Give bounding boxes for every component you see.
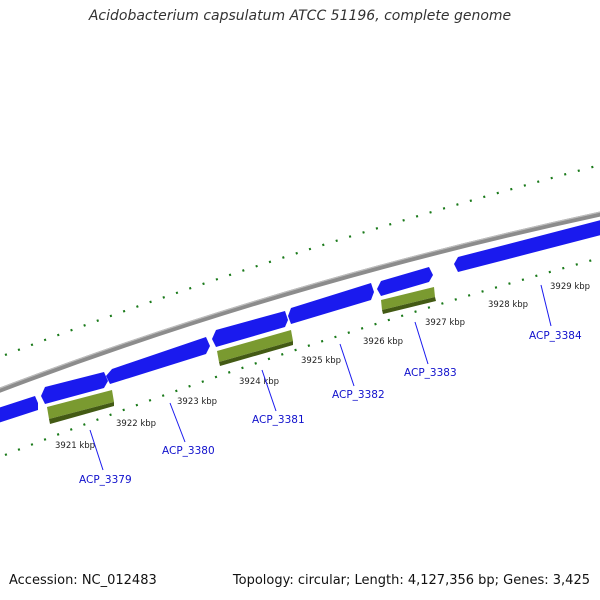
gene-feature[interactable] <box>381 287 435 310</box>
cds-track <box>0 219 600 423</box>
cds-feature[interactable] <box>41 372 108 404</box>
outer-ticks <box>4 163 600 357</box>
cds-feature[interactable] <box>377 267 433 296</box>
gene-feature[interactable] <box>217 330 293 362</box>
gene-feature[interactable] <box>47 390 114 419</box>
tick-labels: 3921 kbp 3922 kbp 3923 kbp 3924 kbp 3925… <box>55 282 590 451</box>
leader-line <box>339 343 355 387</box>
leader-line <box>89 429 104 471</box>
leader-line <box>261 369 277 412</box>
gene-track <box>47 287 436 424</box>
cds-feature[interactable] <box>454 219 600 272</box>
backbone-line <box>0 211 600 393</box>
tick-label: 3928 kbp <box>488 300 528 310</box>
gene-label[interactable]: ACP_3384 <box>529 330 582 342</box>
gene-label[interactable]: ACP_3381 <box>252 414 305 426</box>
gene-labels: ACP_3379 ACP_3380 ACP_3381 ACP_3382 ACP_… <box>79 330 582 486</box>
tick-label: 3923 kbp <box>177 397 217 407</box>
gene-label[interactable]: ACP_3380 <box>162 445 215 457</box>
gene-label[interactable]: ACP_3383 <box>404 367 457 379</box>
backbone <box>0 211 600 393</box>
tick-label: 3927 kbp <box>425 318 465 328</box>
gene-feature[interactable] <box>219 341 293 366</box>
map-title: Acidobacterium capsulatum ATCC 51196, co… <box>88 8 512 24</box>
gene-label[interactable]: ACP_3379 <box>79 474 132 486</box>
cds-feature[interactable] <box>106 337 210 384</box>
genome-summary-text: Topology: circular; Length: 4,127,356 bp… <box>232 573 590 588</box>
cds-feature[interactable] <box>0 396 38 423</box>
tick-label: 3929 kbp <box>550 282 590 292</box>
outer-tick-ring <box>4 163 600 357</box>
tick-label: 3921 kbp <box>55 441 95 451</box>
tick-label: 3926 kbp <box>363 337 403 347</box>
backbone-highlight <box>0 211 600 389</box>
leader-line <box>540 284 552 327</box>
accession-text: Accession: NC_012483 <box>9 573 157 588</box>
gene-label[interactable]: ACP_3382 <box>332 389 385 401</box>
cds-feature[interactable] <box>212 311 288 347</box>
gene-label-leaders <box>89 284 552 471</box>
tick-label: 3924 kbp <box>239 377 279 387</box>
tick-label: 3922 kbp <box>116 419 156 429</box>
cds-feature[interactable] <box>288 283 374 324</box>
gene-feature[interactable] <box>49 402 114 424</box>
leader-line <box>414 321 429 365</box>
inner-tick-ring <box>4 256 600 457</box>
leader-line <box>169 402 186 443</box>
gene-feature[interactable] <box>382 297 436 314</box>
tick-label: 3925 kbp <box>301 356 341 366</box>
inner-ticks <box>4 256 600 457</box>
